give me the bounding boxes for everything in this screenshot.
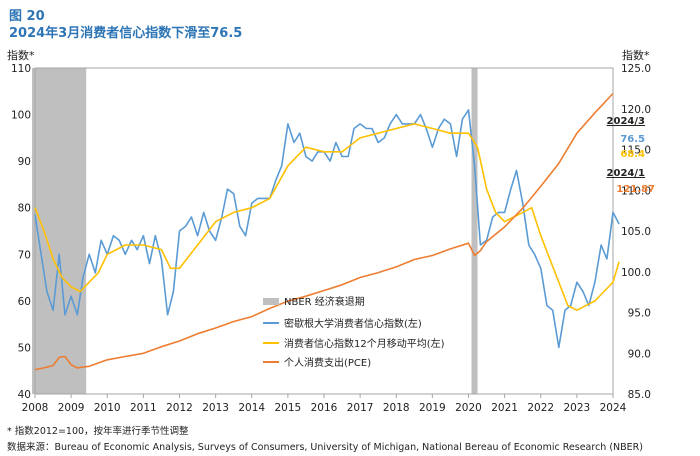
footnote: * 指数2012=100，按年率进行季节性调整 (7, 426, 189, 437)
x-tick-label: 2018 (383, 402, 410, 414)
legend-label-sentiment: 密歇根大学消费者信心指数(左) (284, 317, 422, 330)
right-y-tick-label: 85.0 (628, 389, 651, 401)
callout-date-2024-1: 2024/1 (607, 168, 645, 179)
legend-label-moving-average: 消费者信心指数12个月移动平均(左) (284, 337, 445, 350)
x-tick-label: 2020 (455, 402, 482, 414)
legend-label-recession: NBER 经济衰退期 (284, 295, 365, 308)
axis-ticks: 40 50 60 70 80 90 100 110 85.0 90.0 95.0 100.0 105.0… (11, 63, 651, 414)
left-axis-unit: 指数* (7, 49, 35, 62)
series-line-sentiment (34, 109, 620, 349)
x-tick-label: 2010 (94, 402, 121, 414)
x-tick-label: 2008 (22, 402, 49, 414)
right-y-tick-label: 95.0 (628, 308, 651, 320)
x-tick-label: 2014 (238, 402, 265, 414)
x-tick-label: 2023 (564, 402, 591, 414)
left-y-tick-label: 40 (18, 389, 31, 401)
left-y-tick-label: 80 (18, 203, 31, 215)
x-tick-label: 2011 (130, 402, 157, 414)
data-source: 数据来源：Bureau of Economic Analysis, Survey… (7, 442, 643, 453)
right-y-tick-label: 115.0 (621, 145, 651, 157)
legend: NBER 经济衰退期 密歇根大学消费者信心指数(左) 消费者信心指数12个月移动… (263, 295, 445, 369)
callout-moving-average-value: 68.4 (620, 149, 645, 160)
x-tick-label: 2017 (347, 402, 374, 414)
x-tick-label: 2021 (491, 402, 518, 414)
left-y-tick-label: 100 (11, 110, 31, 122)
right-y-tick-label: 90.0 (628, 348, 651, 360)
left-y-tick-label: 70 (18, 249, 31, 261)
figure-title: 2024年3月消费者信心指数下滑至76.5 (9, 26, 243, 41)
right-y-tick-label: 110.0 (621, 185, 651, 197)
x-tick-label: 2013 (202, 402, 229, 414)
series-line-pce (34, 92, 614, 371)
legend-label-pce: 个人消费支出(PCE) (284, 356, 371, 369)
left-y-tick-label: 50 (18, 342, 31, 354)
callouts: 2024/3 76.5 68.4 2024/1 121.87 (607, 116, 655, 195)
callout-pce-value: 121.87 (616, 184, 655, 195)
x-tick-label: 2009 (58, 402, 85, 414)
figure-number: 图 20 (9, 9, 45, 24)
left-y-tick-label: 60 (18, 296, 31, 308)
recession-band-1 (32, 68, 87, 394)
recession-bands (32, 68, 478, 394)
x-tick-label: 2024 (600, 402, 627, 414)
callout-date-2024-3: 2024/3 (607, 116, 645, 127)
recession-band-2 (471, 68, 478, 394)
legend-swatch-recession (263, 298, 279, 305)
right-y-tick-label: 120.0 (621, 104, 651, 116)
left-y-tick-label: 90 (18, 156, 31, 168)
callout-sentiment-value: 76.5 (620, 134, 645, 145)
x-tick-label: 2012 (166, 402, 193, 414)
x-tick-label: 2019 (419, 402, 446, 414)
right-y-tick-label: 125.0 (621, 63, 651, 75)
right-y-tick-label: 100.0 (621, 267, 651, 279)
left-y-tick-label: 110 (11, 63, 31, 75)
series-lines (34, 92, 620, 371)
right-y-tick-label: 105.0 (621, 226, 651, 238)
right-axis-unit: 指数* (622, 49, 650, 62)
x-tick-label: 2015 (275, 402, 302, 414)
x-tick-label: 2022 (527, 402, 554, 414)
series-line-moving-average (34, 123, 620, 311)
x-tick-label: 2016 (311, 402, 338, 414)
